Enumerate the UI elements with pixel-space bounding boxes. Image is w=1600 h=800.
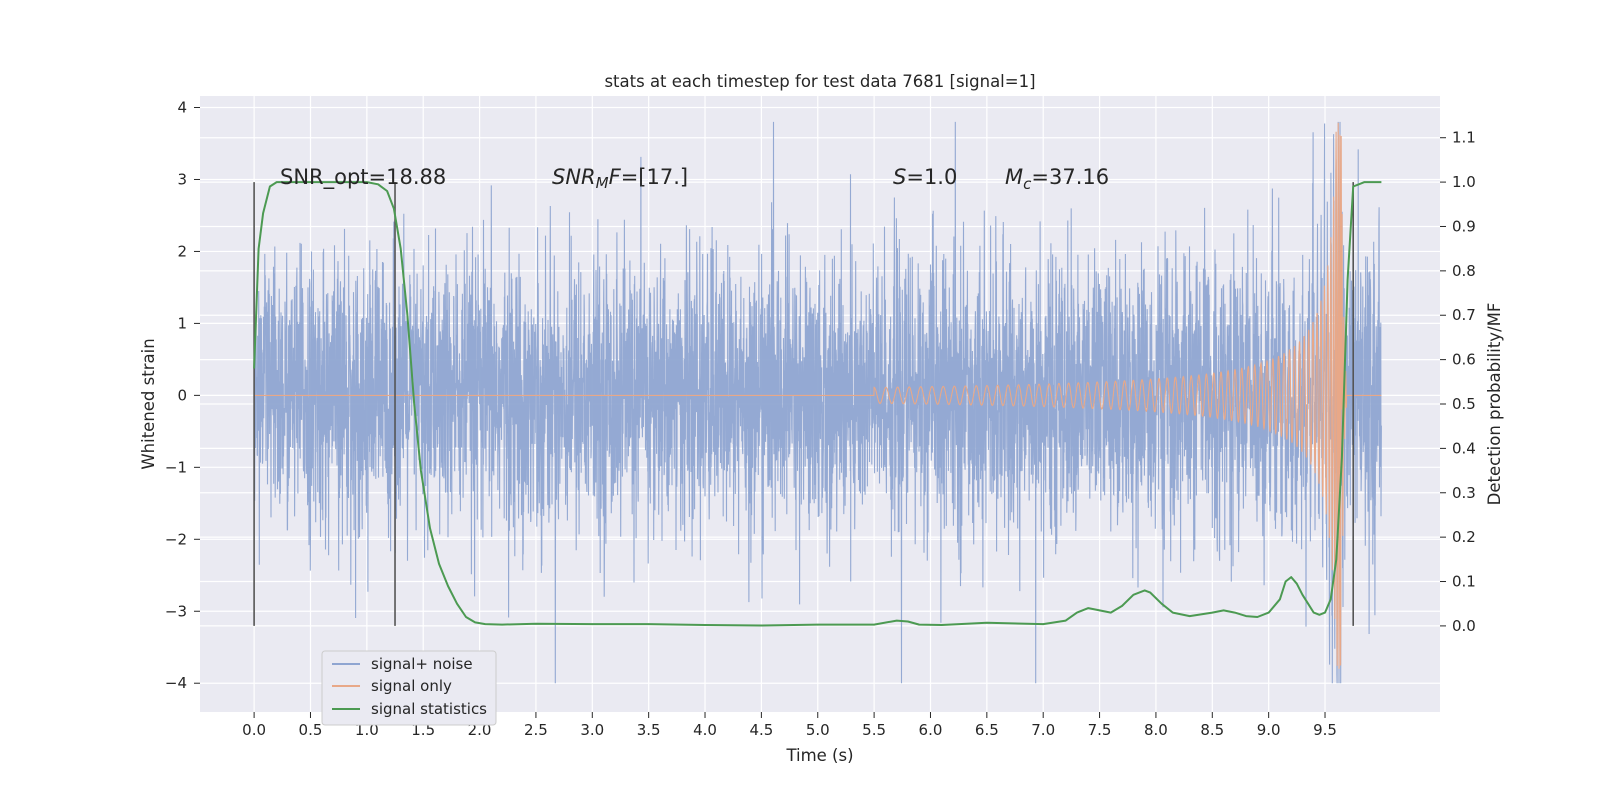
x-tick-label: 6.5 bbox=[975, 721, 999, 739]
legend-box bbox=[321, 650, 497, 726]
annotation-s: S=1.0 bbox=[893, 165, 957, 189]
y-tick-label: −1 bbox=[165, 458, 187, 476]
vertical-markers bbox=[253, 182, 1354, 626]
x-tick-label: 0.0 bbox=[242, 721, 266, 739]
line-signal-only bbox=[254, 122, 1382, 669]
series-signal-noise bbox=[253, 121, 1382, 684]
y-tick-label: 4 bbox=[177, 99, 187, 117]
x-tick-label: 3.0 bbox=[580, 721, 604, 739]
y2-tick-label: 1.0 bbox=[1452, 173, 1476, 191]
x-tick-label: 4.5 bbox=[749, 721, 773, 739]
line-signal-noise bbox=[253, 121, 1382, 684]
y-tick-label: 2 bbox=[177, 242, 187, 260]
y-axis-label: Whitened strain bbox=[139, 338, 158, 469]
legend: signal+ noise signal only signal statist… bbox=[321, 650, 497, 726]
x-tick-label: 7.0 bbox=[1031, 721, 1055, 739]
y-tick-label: 3 bbox=[177, 170, 187, 188]
y-tick-label: −2 bbox=[165, 530, 187, 548]
legend-label-signal: signal only bbox=[371, 677, 452, 695]
legend-label-stats: signal statistics bbox=[371, 700, 487, 718]
y2-tick-label: 0.7 bbox=[1452, 306, 1476, 324]
x-tick-label: 8.0 bbox=[1144, 721, 1168, 739]
series-signal-only bbox=[254, 122, 1382, 669]
y2-tick-label: 0.3 bbox=[1452, 484, 1476, 502]
x-tick-label: 2.5 bbox=[524, 721, 548, 739]
x-tick-label: 0.5 bbox=[299, 721, 323, 739]
y2-axis-label: Detection probability/MF bbox=[1485, 303, 1504, 506]
y2-tick-label: 0.9 bbox=[1452, 217, 1476, 235]
series-signal-statistics bbox=[253, 181, 1382, 627]
x-tick-label: 7.5 bbox=[1088, 721, 1112, 739]
y2-tick-label: 0.5 bbox=[1452, 395, 1476, 413]
y2-tick-label: 0.6 bbox=[1452, 351, 1476, 369]
x-tick-label: 6.0 bbox=[919, 721, 943, 739]
annotation-snr-mf: SNRMF=[17.] bbox=[552, 165, 688, 192]
x-tick-label: 4.0 bbox=[693, 721, 717, 739]
annotation-snr-opt: SNR_opt=18.88 bbox=[280, 165, 446, 190]
chart-title: stats at each timestep for test data 768… bbox=[604, 72, 1035, 91]
axis-ticks: 0.0 0.5 1.0 1.5 2.0 2.5 3.0 3.5 4.0 4.5 5.0 5.5 6.0 6… bbox=[165, 99, 1476, 739]
y-tick-label: 1 bbox=[177, 314, 187, 332]
y2-tick-label: 0.8 bbox=[1452, 262, 1476, 280]
x-tick-label: 3.5 bbox=[637, 721, 661, 739]
x-tick-label: 5.0 bbox=[806, 721, 830, 739]
y-tick-label: −3 bbox=[165, 602, 187, 620]
y2-tick-label: 0.0 bbox=[1452, 617, 1476, 635]
y2-tick-label: 1.1 bbox=[1452, 129, 1476, 147]
x-tick-label: 9.0 bbox=[1257, 721, 1281, 739]
x-tick-label: 8.5 bbox=[1200, 721, 1224, 739]
legend-label-noise: signal+ noise bbox=[371, 655, 473, 673]
line-signal-statistics bbox=[253, 181, 1382, 627]
y2-tick-label: 0.1 bbox=[1452, 573, 1476, 591]
y2-tick-label: 0.4 bbox=[1452, 439, 1476, 457]
y-tick-label: 0 bbox=[177, 386, 187, 404]
x-tick-label: 9.5 bbox=[1313, 721, 1337, 739]
y-tick-label: −4 bbox=[165, 674, 187, 692]
x-tick-label: 5.5 bbox=[862, 721, 886, 739]
y2-tick-label: 0.2 bbox=[1452, 528, 1476, 546]
annotation-mc: Mc=37.16 bbox=[1005, 165, 1109, 193]
x-axis-label: Time (s) bbox=[785, 746, 853, 765]
